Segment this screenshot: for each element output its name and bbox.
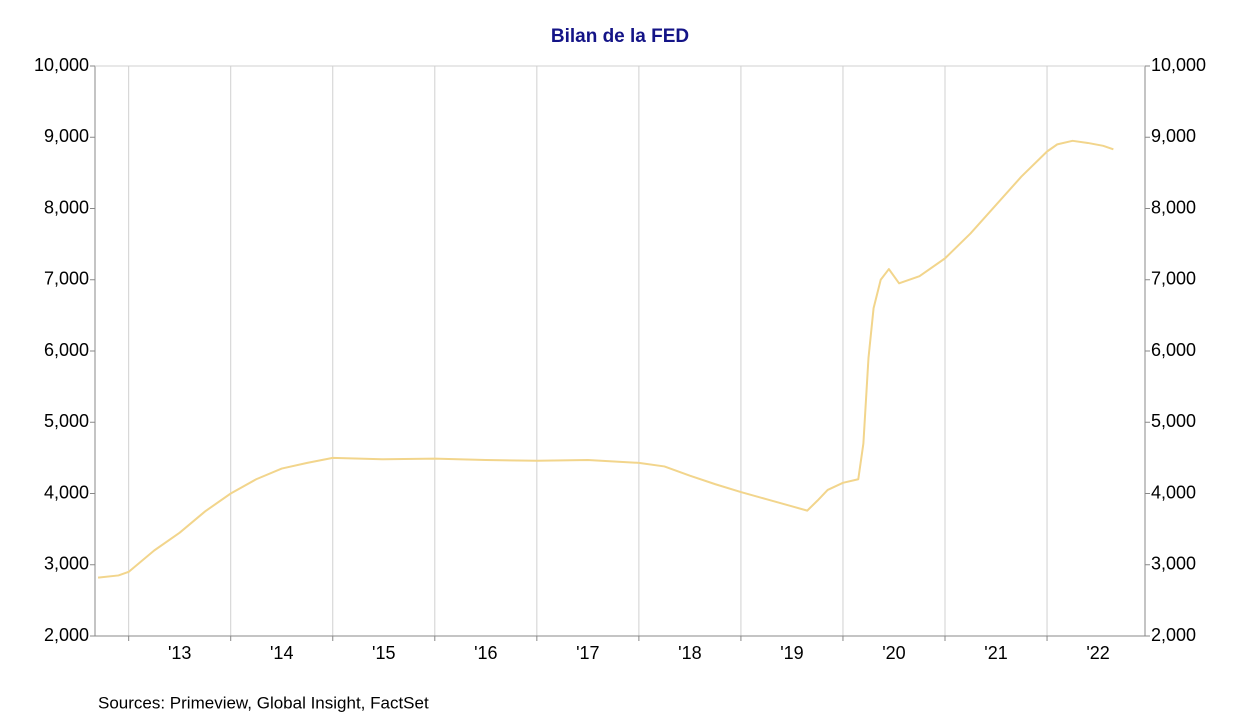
y-tick-label: 7,000 [44,269,89,289]
y2-tick-label: 5,000 [1151,411,1196,431]
y-tick-label: 2,000 [44,625,89,645]
y-tick-label: 4,000 [44,482,89,502]
y-tick-label: 8,000 [44,197,89,217]
x-tick-label: '15 [372,643,395,663]
y2-tick-label: 8,000 [1151,197,1196,217]
y-tick-label: 3,000 [44,554,89,574]
y2-tick-label: 4,000 [1151,482,1196,502]
x-tick-label: '16 [474,643,497,663]
x-tick-label: '21 [984,643,1007,663]
y-tick-label: 6,000 [44,340,89,360]
y2-tick-label: 2,000 [1151,625,1196,645]
y2-tick-label: 6,000 [1151,340,1196,360]
y-tick-label: 9,000 [44,126,89,146]
x-tick-label: '20 [882,643,905,663]
chart-title: Bilan de la FED [551,26,689,47]
y2-tick-label: 10,000 [1151,55,1206,75]
x-tick-label: '14 [270,643,293,663]
data-line [97,139,1114,579]
source-note: Sources: Primeview, Global Insight, Fact… [98,693,429,712]
y2-tick-label: 7,000 [1151,269,1196,289]
x-tick-label: '19 [780,643,803,663]
x-tick-label: '18 [678,643,701,663]
y-tick-label: 10,000 [34,55,89,75]
x-tick-label: '22 [1086,643,1109,663]
y2-tick-label: 9,000 [1151,126,1196,146]
y-tick-label: 5,000 [44,411,89,431]
y2-tick-label: 3,000 [1151,554,1196,574]
x-tick-label: '17 [576,643,599,663]
x-tick-label: '13 [168,643,191,663]
